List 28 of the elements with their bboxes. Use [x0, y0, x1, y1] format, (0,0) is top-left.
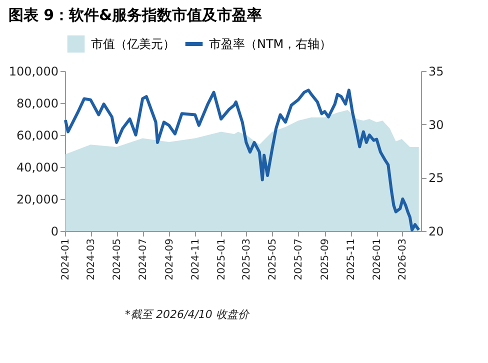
x-tick-label: 2025-09	[320, 238, 332, 280]
y2-tick-label: 20	[428, 224, 444, 238]
x-tick-label: 2025-01	[216, 238, 228, 280]
x-tick-label: 2025-03	[242, 238, 253, 280]
y2-tick-label: 25	[428, 171, 444, 186]
chart-title: 图表 9：软件&服务指数市值及市盈率	[8, 6, 262, 24]
x-tick-label: 2025-07	[294, 238, 305, 280]
y-tick-label: 0	[50, 224, 58, 238]
x-tick-label: 2024-05	[112, 238, 124, 280]
x-tick-label: 2024-07	[138, 238, 150, 280]
x-tick-label: 2024-03	[86, 238, 98, 280]
y2-tick-label: 30	[428, 118, 444, 132]
x-tick-label: 2025-11	[346, 238, 358, 280]
text: *截至 2026/4/10 收盘价	[125, 308, 250, 321]
y-tick-label: 100,000	[8, 64, 58, 78]
y-tick-label: 80,000	[16, 96, 58, 110]
legend-label: 市值（亿美元）	[91, 37, 175, 51]
x-tick-label: 2026-01	[372, 238, 384, 280]
x-tick-label: 2026-03	[397, 238, 408, 280]
x-tick-label: 2024-01	[60, 238, 72, 280]
y-tick-label: 40,000	[16, 160, 58, 174]
x-tick-label: 2024-11	[190, 238, 202, 280]
x-tick-label: 2025-05	[268, 238, 279, 280]
y-tick-label: 60,000	[16, 128, 58, 142]
legend-label: 市盈率（NTM，右轴）	[209, 37, 332, 51]
y2-tick-label: 35	[428, 64, 444, 78]
y-tick-label: 20,000	[16, 192, 58, 206]
x-tick-label: 2024-09	[164, 238, 176, 280]
